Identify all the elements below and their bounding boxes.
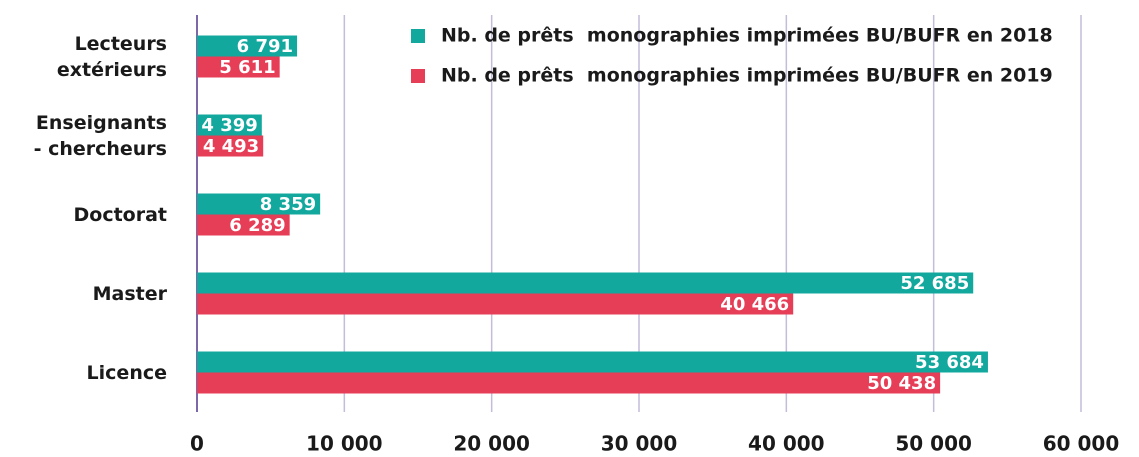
x-tick-label: 10 000 [306, 432, 383, 456]
bar [197, 56, 280, 78]
value-label: 8 359 [260, 194, 316, 215]
bar [197, 214, 290, 236]
bar [197, 193, 321, 215]
x-tick-label: 0 [190, 432, 204, 456]
bar [197, 351, 988, 373]
value-label: 4 493 [203, 136, 259, 157]
value-label: 53 684 [915, 352, 984, 373]
value-label: 5 611 [219, 57, 275, 78]
x-tick-label: 30 000 [601, 432, 678, 456]
value-label: 50 438 [867, 373, 936, 394]
bar [197, 114, 262, 136]
bar [197, 293, 794, 315]
bar [197, 272, 974, 294]
legend-swatch [411, 29, 425, 43]
y-tick-label: Lecteurs extérieurs [56, 32, 167, 81]
value-label: 40 466 [720, 294, 789, 315]
x-tick-label: 50 000 [895, 432, 972, 456]
y-tick-label: Master [92, 282, 167, 305]
legend-label: Nb. de prêts monographies imprimées BU/B… [441, 65, 1053, 87]
x-tick-label: 40 000 [748, 432, 825, 456]
value-label: 6 289 [229, 215, 285, 236]
x-tick-label: 60 000 [1043, 432, 1120, 456]
bar [197, 35, 298, 57]
legend-swatch [411, 69, 425, 83]
x-tick-label: 20 000 [453, 432, 530, 456]
value-label: 52 685 [900, 273, 969, 294]
y-tick-label: Licence [86, 361, 167, 384]
value-label: 4 399 [201, 115, 257, 136]
y-tick-label: Doctorat [73, 203, 168, 226]
y-tick-label: Enseignants - chercheurs [33, 111, 167, 160]
value-label: 6 791 [237, 36, 293, 57]
legend-label: Nb. de prêts monographies imprimées BU/B… [441, 25, 1053, 47]
bar [197, 372, 941, 394]
bar [197, 135, 264, 157]
